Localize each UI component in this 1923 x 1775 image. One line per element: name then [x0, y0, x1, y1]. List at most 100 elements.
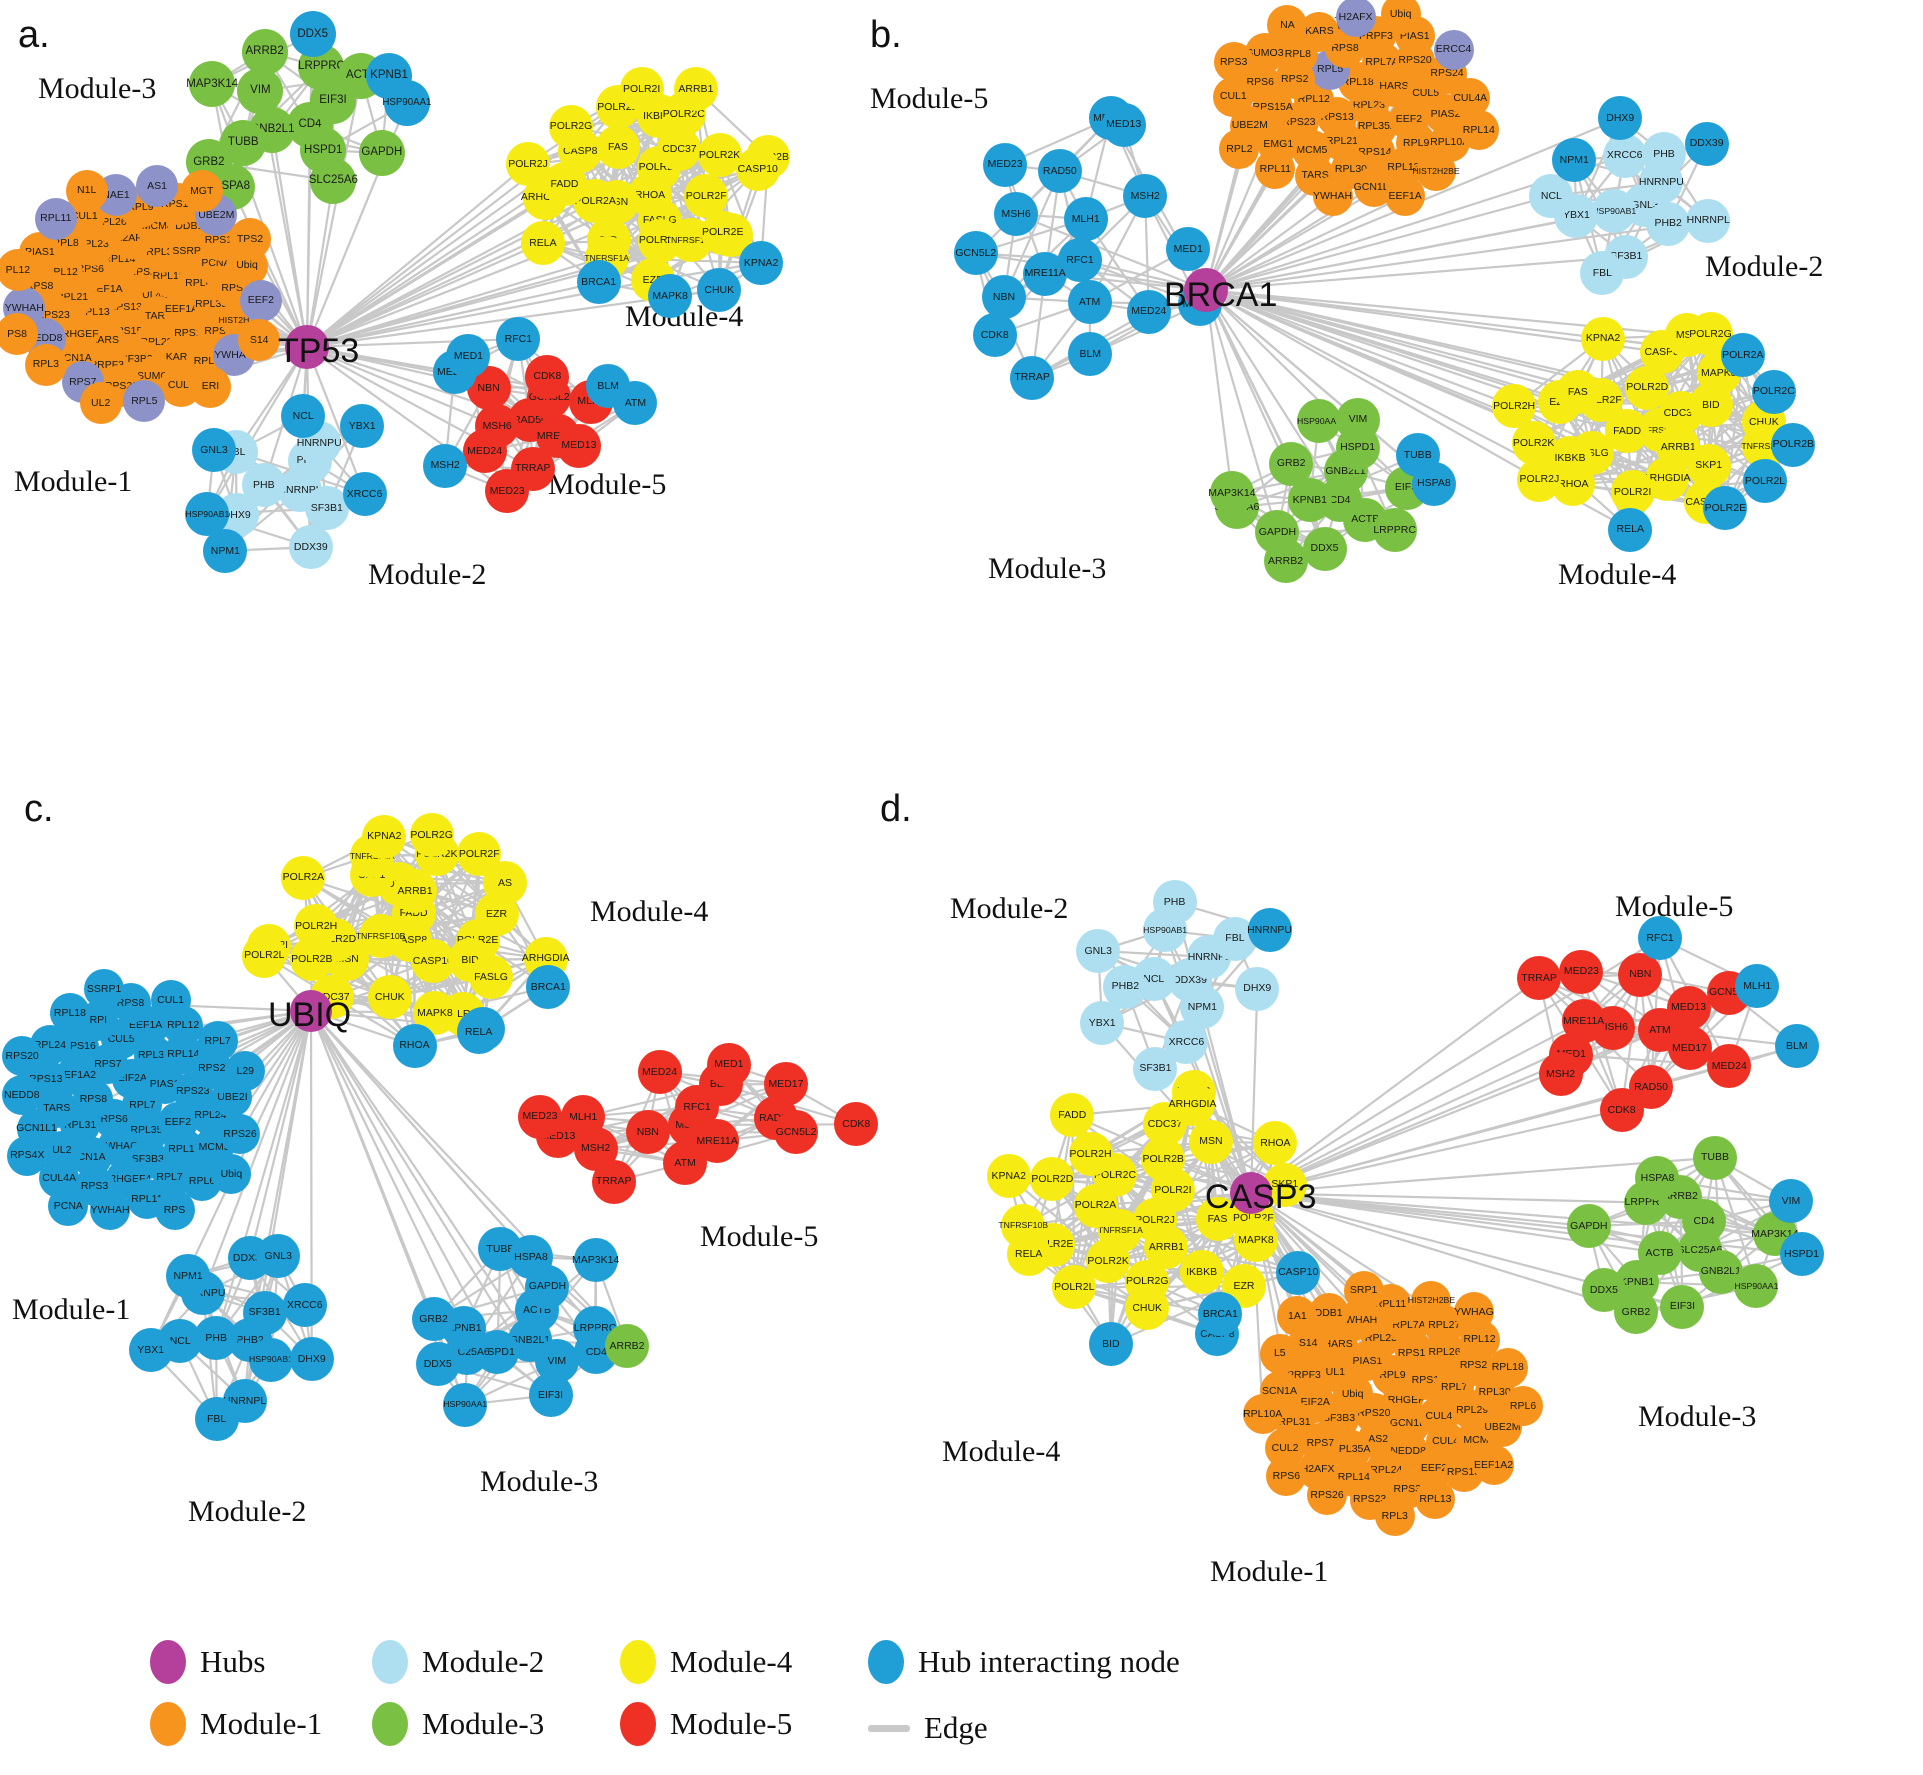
network-node-hsp90aa1[interactable]: HSP90AA1	[443, 1382, 488, 1427]
network-node-xrcc6[interactable]: XRCC6	[1602, 133, 1647, 178]
network-node-cul1[interactable]: CUL1	[150, 979, 191, 1020]
network-node-rela[interactable]: RELA	[1608, 507, 1653, 552]
panel-d-hub-node[interactable]	[1230, 1172, 1272, 1214]
panel-b-hub-node[interactable]	[1184, 268, 1228, 312]
network-node-bid[interactable]: BID	[1088, 1322, 1133, 1367]
network-node-nbn[interactable]: NBN	[625, 1110, 670, 1155]
network-node-rela[interactable]: RELA	[456, 1010, 501, 1055]
network-node-msh2[interactable]: MSH2	[423, 443, 468, 488]
network-node-hsp90aa1[interactable]: HSP90AA1	[1297, 399, 1341, 444]
network-node-rela[interactable]: RELA	[520, 220, 565, 265]
network-node-mre11a[interactable]: MRE11A	[1561, 998, 1606, 1043]
network-node-arrb2[interactable]: ARRB2	[1263, 539, 1308, 583]
network-node-kpna2[interactable]: KPNA2	[739, 240, 784, 285]
network-node-eri[interactable]: ERI	[189, 365, 232, 408]
network-node-mlh1[interactable]: MLH1	[1063, 197, 1108, 242]
network-node-kpna2[interactable]: KPNA2	[1581, 316, 1626, 361]
network-node-as1[interactable]: AS1	[136, 164, 179, 207]
network-node-rps4x[interactable]: RPS4X	[7, 1135, 48, 1176]
network-node-blm[interactable]: BLM	[1774, 1024, 1819, 1069]
network-node-med24[interactable]: MED24	[462, 429, 507, 474]
network-node-polr2a[interactable]: POLR2A	[281, 855, 326, 900]
network-node-kpna2[interactable]: KPNA2	[362, 814, 407, 859]
network-node-mre11a[interactable]: MRE11A	[1023, 251, 1068, 296]
network-node-phb2[interactable]: PHB2	[1646, 201, 1691, 246]
network-node-hist2h2be[interactable]: HIST2H2BE	[1408, 1280, 1455, 1321]
network-node-hnrnpu[interactable]: HNRNPU	[1247, 908, 1292, 953]
network-node-rpl3[interactable]: RPL3	[1374, 1496, 1415, 1537]
network-node-l5[interactable]: L5	[1259, 1333, 1300, 1374]
network-node-mgt[interactable]: MGT	[180, 170, 223, 213]
network-node-dhx9[interactable]: DHX9	[1235, 966, 1280, 1011]
network-node-rhoa[interactable]: RHOA	[392, 1023, 437, 1068]
network-node-tnfrsf10b[interactable]: TNFRSF10B	[998, 1203, 1048, 1248]
network-node-eef1a[interactable]: EEF1A	[1385, 176, 1426, 217]
network-node-msh2[interactable]: MSH2	[1538, 1052, 1583, 1097]
network-node-med13[interactable]: MED13	[1101, 102, 1146, 147]
network-node-srp1[interactable]: SRP1	[1343, 1270, 1384, 1311]
network-node-med24[interactable]: MED24	[637, 1050, 682, 1095]
network-node-casp10[interactable]: CASP10	[735, 146, 780, 191]
network-node-xrcc6[interactable]: XRCC6	[282, 1283, 327, 1328]
network-node-faslg[interactable]: FASLG	[469, 954, 514, 999]
network-node-polr2c[interactable]: POLR2C	[1751, 369, 1796, 414]
network-node-polr2l[interactable]: POLR2L	[1743, 459, 1787, 504]
network-node-fas[interactable]: FAS	[1555, 370, 1600, 415]
network-node-ddx5[interactable]: DDX5	[289, 11, 336, 58]
network-node-hnrnpl[interactable]: HNRNPL	[1686, 198, 1731, 243]
network-node-ybx1[interactable]: YBX1	[128, 1327, 173, 1372]
network-node-med17[interactable]: MED17	[763, 1061, 808, 1106]
network-node-med23[interactable]: MED23	[983, 142, 1028, 187]
network-node-rpl18[interactable]: RPL18	[1487, 1347, 1528, 1388]
network-node-chuk[interactable]: CHUK	[367, 975, 412, 1020]
network-node-ywhah[interactable]: YWHAH	[90, 1190, 131, 1231]
network-node-msh2[interactable]: MSH2	[1123, 174, 1168, 219]
network-node-ddx5[interactable]: DDX5	[415, 1341, 460, 1386]
network-node-hspa8[interactable]: HSPA8	[1411, 461, 1456, 506]
network-node-casp10[interactable]: CASP10	[1276, 1250, 1321, 1295]
network-node-pl12[interactable]: PL12	[0, 248, 39, 291]
network-node-gcn5l2[interactable]: GCN5L2	[953, 231, 998, 276]
network-node-sf3b1[interactable]: SF3B1	[1133, 1046, 1178, 1091]
network-node-brca1[interactable]: BRCA1	[576, 260, 621, 305]
network-node-ddx5[interactable]: DDX5	[1302, 526, 1347, 571]
network-node-phb[interactable]: PHB	[1152, 880, 1197, 925]
network-node-arrb2[interactable]: ARRB2	[605, 1323, 649, 1368]
network-node-map3k14[interactable]: MAP3K14	[572, 1237, 619, 1282]
network-node-vim[interactable]: VIM	[1335, 397, 1380, 442]
network-node-polr2j[interactable]: POLR2J	[506, 142, 551, 187]
network-node-tps2[interactable]: TPS2	[228, 218, 271, 261]
network-node-msn[interactable]: MSN	[1188, 1119, 1233, 1164]
network-node-ddx5[interactable]: DDX5	[1581, 1267, 1626, 1312]
network-node-vim[interactable]: VIM	[237, 67, 284, 114]
network-node-sf3b1[interactable]: SF3B1	[242, 1290, 287, 1335]
network-node-med23[interactable]: MED23	[1559, 949, 1604, 994]
network-node-arhgdia[interactable]: ARHGDIA	[1169, 1081, 1216, 1126]
network-node-polr2e[interactable]: POLR2E	[700, 210, 745, 255]
network-node-mlh1[interactable]: MLH1	[1735, 963, 1780, 1008]
network-node-med1[interactable]: MED1	[706, 1042, 751, 1087]
network-node-lrpprc[interactable]: LRPPRC	[1372, 508, 1417, 553]
network-node-med1[interactable]: MED1	[1166, 226, 1211, 271]
network-node-nedd8[interactable]: NEDD8	[1, 1075, 42, 1116]
network-node-ddx39[interactable]: DDX39	[288, 525, 333, 570]
network-node-ybx1[interactable]: YBX1	[1080, 1001, 1125, 1046]
network-node-n1l[interactable]: N1L	[65, 169, 108, 212]
network-node-polr2h[interactable]: POLR2H	[1492, 384, 1537, 429]
network-node-cdk8[interactable]: CDK8	[1599, 1087, 1644, 1132]
network-node-gnl3[interactable]: GNL3	[1076, 928, 1121, 973]
network-node-rps20[interactable]: RPS20	[2, 1035, 43, 1076]
network-node-polr2a[interactable]: POLR2A	[1720, 333, 1765, 378]
network-node-atm[interactable]: ATM	[1067, 280, 1112, 325]
network-node-trrap[interactable]: TRRAP	[1010, 355, 1055, 400]
network-node-trrap[interactable]: TRRAP	[591, 1159, 636, 1204]
network-node-arrb1[interactable]: ARRB1	[393, 869, 438, 914]
network-node-med13[interactable]: MED13	[556, 423, 601, 468]
network-node-l29[interactable]: L29	[225, 1050, 266, 1091]
network-node-phb[interactable]: PHB	[1641, 131, 1686, 176]
network-node-ywhah[interactable]: YWHAH	[1312, 176, 1353, 217]
network-node-polr2g[interactable]: POLR2G	[549, 104, 594, 149]
network-node-h2afx[interactable]: H2AFX	[1335, 0, 1376, 37]
network-node-fas[interactable]: FAS	[595, 124, 640, 169]
network-node-polr2b[interactable]: POLR2B	[1771, 422, 1816, 467]
